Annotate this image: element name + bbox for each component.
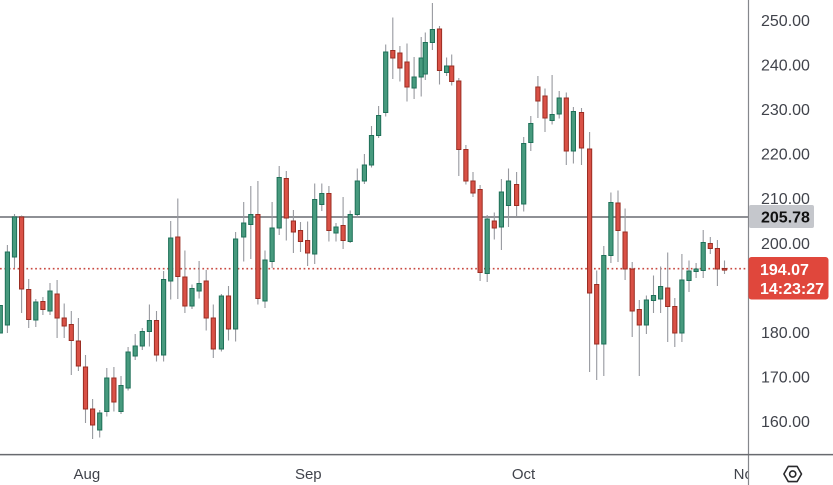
svg-text:200.00: 200.00 <box>761 236 810 253</box>
svg-text:14:23:27: 14:23:27 <box>760 281 824 298</box>
svg-text:Aug: Aug <box>74 466 101 483</box>
svg-text:210.00: 210.00 <box>761 191 810 208</box>
svg-text:Nov: Nov <box>734 466 761 483</box>
svg-text:250.00: 250.00 <box>761 13 810 30</box>
svg-text:230.00: 230.00 <box>761 102 810 119</box>
svg-text:Oct: Oct <box>512 466 536 483</box>
svg-text:180.00: 180.00 <box>761 325 810 342</box>
svg-text:170.00: 170.00 <box>761 370 810 387</box>
svg-text:240.00: 240.00 <box>761 58 810 75</box>
svg-text:194.07: 194.07 <box>760 262 809 279</box>
svg-text:220.00: 220.00 <box>761 147 810 164</box>
svg-text:160.00: 160.00 <box>761 414 810 431</box>
svg-text:205.78: 205.78 <box>761 209 810 226</box>
svg-text:Sep: Sep <box>295 466 322 483</box>
